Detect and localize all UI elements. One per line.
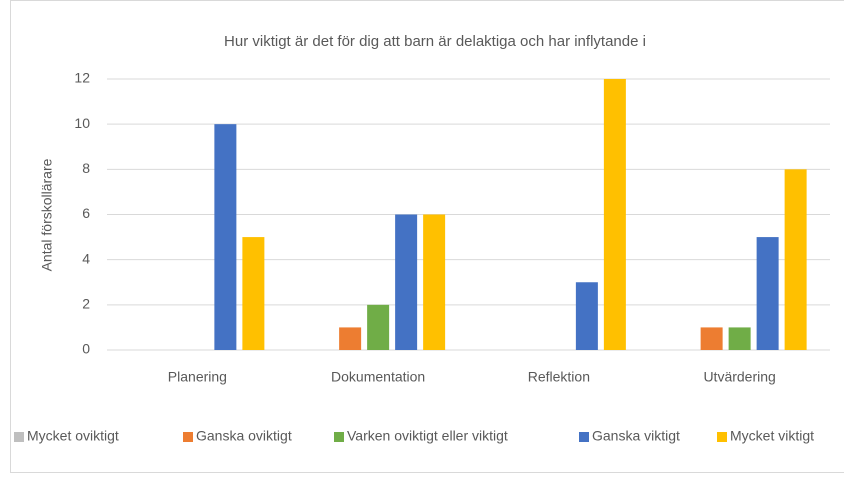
legend-label: Ganska oviktigt xyxy=(196,428,292,444)
y-tick-label: 10 xyxy=(74,115,90,131)
bar xyxy=(603,79,626,350)
legend-swatch xyxy=(579,432,589,442)
x-tick-label: Dokumentation xyxy=(331,369,425,385)
legend-label: Mycket viktigt xyxy=(730,428,814,444)
x-tick-label: Planering xyxy=(168,369,227,385)
y-tick-label: 0 xyxy=(82,341,90,357)
bar xyxy=(395,214,418,350)
legend-swatch xyxy=(334,432,344,442)
bar xyxy=(339,327,362,350)
y-axis-label: Antal förskollärare xyxy=(39,158,55,271)
bar xyxy=(756,237,779,350)
bar xyxy=(367,304,390,350)
bar xyxy=(700,327,723,350)
legend-label: Varken oviktigt eller viktigt xyxy=(347,428,508,444)
chart-title: Hur viktigt är det för dig att barn är d… xyxy=(224,33,646,50)
bar xyxy=(784,169,807,350)
y-tick-label: 2 xyxy=(82,296,90,312)
x-tick-label: Reflektion xyxy=(528,369,590,385)
x-tick-label: Utvärdering xyxy=(703,369,775,385)
bar xyxy=(242,237,265,350)
legend-label: Mycket oviktigt xyxy=(27,428,119,444)
legend-swatch xyxy=(14,432,24,442)
y-tick-label: 8 xyxy=(82,160,90,176)
legend-swatch xyxy=(717,432,727,442)
bar xyxy=(575,282,598,350)
legend-label: Ganska viktigt xyxy=(592,428,680,444)
y-tick-label: 4 xyxy=(82,250,90,266)
y-tick-label: 12 xyxy=(74,70,90,86)
bar xyxy=(214,124,237,351)
bar xyxy=(423,214,446,350)
y-tick-label: 6 xyxy=(82,205,90,221)
bar xyxy=(728,327,751,350)
legend-swatch xyxy=(183,432,193,442)
